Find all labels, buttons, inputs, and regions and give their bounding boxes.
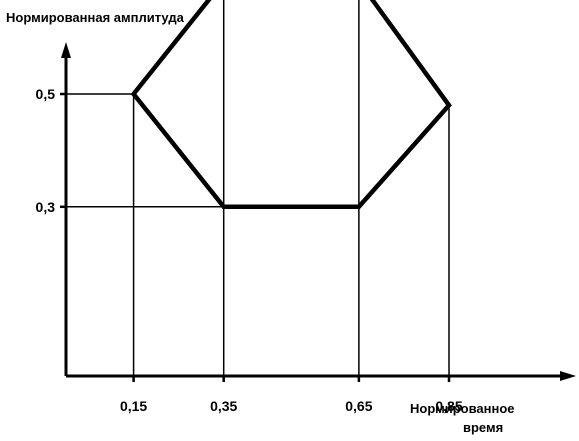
plot-area: 0,30,50,71,00,150,350,650,85	[36, 0, 576, 414]
x-axis-title-line1: Нормированное	[410, 401, 515, 416]
y-tick-label: 0,3	[36, 199, 56, 215]
y-axis-arrow	[61, 42, 71, 58]
x-axis-arrow	[560, 371, 576, 381]
x-tick-label: 0,35	[210, 398, 237, 414]
y-tick-label: 0,5	[36, 86, 56, 102]
x-tick-label: 0,15	[120, 398, 147, 414]
x-tick-label: 0,85	[435, 398, 462, 414]
x-tick-label: 0,65	[345, 398, 372, 414]
y-axis-title: Нормированная амплитуда	[6, 10, 185, 25]
envelope-shape	[130, 0, 452, 210]
x-axis-title-line2: время	[463, 420, 503, 435]
